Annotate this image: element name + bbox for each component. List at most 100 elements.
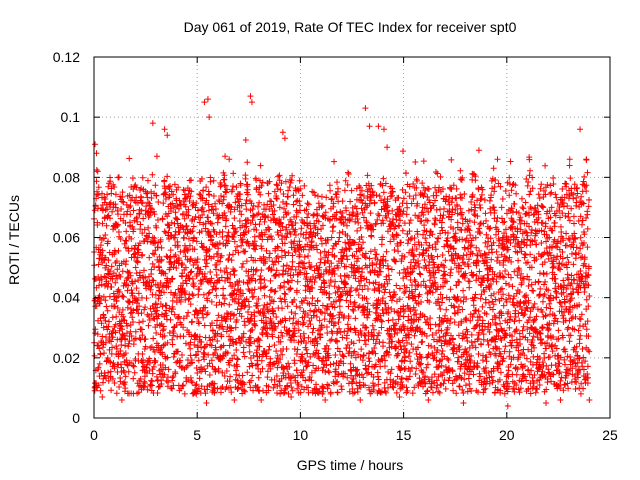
data-point xyxy=(428,384,435,391)
data-point xyxy=(434,346,441,353)
data-point xyxy=(424,361,431,368)
data-point xyxy=(152,300,159,307)
data-point xyxy=(297,269,304,276)
data-point xyxy=(180,324,187,331)
data-point xyxy=(400,306,407,313)
data-point xyxy=(267,315,274,322)
data-point xyxy=(407,308,414,315)
data-point xyxy=(187,193,194,200)
data-point xyxy=(481,386,488,393)
data-point xyxy=(527,167,534,174)
data-point xyxy=(105,183,112,190)
data-point xyxy=(457,167,464,174)
data-point xyxy=(185,296,192,303)
data-point xyxy=(223,328,230,335)
data-point xyxy=(308,369,315,376)
data-point xyxy=(499,196,506,203)
data-point xyxy=(546,234,553,241)
data-point xyxy=(193,381,200,388)
data-point xyxy=(102,231,109,238)
data-point xyxy=(380,220,387,227)
data-point xyxy=(317,308,324,315)
data-point xyxy=(477,314,484,321)
data-point xyxy=(552,280,559,287)
data-point xyxy=(225,255,232,262)
data-point xyxy=(169,306,176,313)
data-point xyxy=(413,245,420,252)
data-point xyxy=(473,244,480,251)
data-point xyxy=(432,269,439,276)
data-point xyxy=(458,361,465,368)
data-point xyxy=(372,350,379,357)
data-point xyxy=(302,265,309,272)
data-point xyxy=(172,251,179,258)
data-point xyxy=(274,186,281,193)
data-point xyxy=(280,263,287,270)
data-point xyxy=(261,310,268,317)
data-point xyxy=(130,363,137,370)
data-point xyxy=(410,265,417,272)
data-point xyxy=(309,295,316,302)
data-point xyxy=(455,262,462,269)
data-point xyxy=(227,203,234,210)
data-point xyxy=(523,377,530,384)
data-point xyxy=(491,207,498,214)
data-point xyxy=(429,280,436,287)
data-point xyxy=(146,202,153,209)
data-point xyxy=(259,365,266,372)
data-point xyxy=(373,336,380,343)
data-point xyxy=(240,344,247,351)
data-point xyxy=(104,206,111,213)
data-point xyxy=(553,256,560,263)
data-point xyxy=(182,203,189,210)
data-point xyxy=(261,284,268,291)
data-point xyxy=(325,258,332,265)
data-point xyxy=(211,350,218,357)
data-point xyxy=(288,309,295,316)
data-point xyxy=(331,158,338,165)
data-point xyxy=(139,351,146,358)
data-point xyxy=(376,264,383,271)
data-point xyxy=(452,251,459,258)
data-point xyxy=(411,332,418,339)
data-point xyxy=(307,225,314,232)
data-point xyxy=(483,354,490,361)
data-point xyxy=(327,389,334,396)
data-point xyxy=(93,167,100,174)
data-point xyxy=(392,291,399,298)
data-point xyxy=(521,373,528,380)
data-point xyxy=(167,182,174,189)
data-point xyxy=(385,309,392,316)
data-point xyxy=(406,294,413,301)
data-point xyxy=(325,367,332,374)
data-point xyxy=(96,300,103,307)
data-point xyxy=(159,283,166,290)
data-point xyxy=(449,206,456,213)
data-point xyxy=(513,208,520,215)
data-point xyxy=(398,346,405,353)
data-point xyxy=(476,370,483,377)
data-point xyxy=(344,374,351,381)
data-point xyxy=(251,338,258,345)
data-point xyxy=(340,353,347,360)
data-point xyxy=(193,351,200,358)
data-point xyxy=(520,205,527,212)
data-point xyxy=(418,299,425,306)
data-point xyxy=(95,342,102,349)
data-point xyxy=(366,358,373,365)
data-point xyxy=(500,274,507,281)
data-point xyxy=(458,209,465,216)
data-point xyxy=(94,219,101,226)
data-point xyxy=(238,313,245,320)
data-point xyxy=(158,380,165,387)
data-point xyxy=(238,202,245,209)
data-point xyxy=(519,327,526,334)
data-point xyxy=(265,383,272,390)
data-point xyxy=(379,295,386,302)
data-point xyxy=(95,184,102,191)
data-point xyxy=(98,276,105,283)
data-point xyxy=(517,226,524,233)
data-point xyxy=(217,356,224,363)
data-point xyxy=(359,357,366,364)
data-point xyxy=(283,262,290,269)
